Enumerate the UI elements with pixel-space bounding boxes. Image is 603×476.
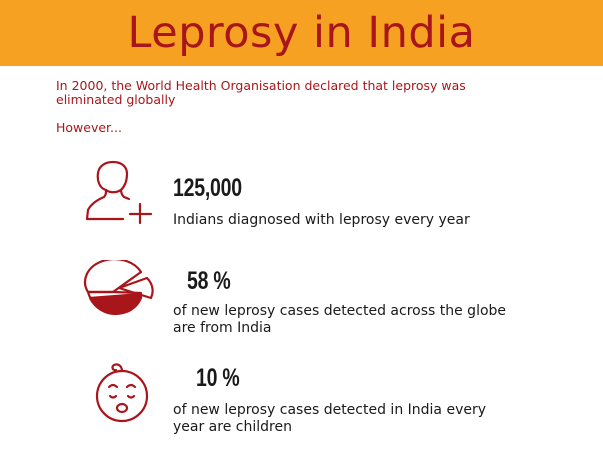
intro-text: In 2000, the World Health Organisation d… [56,78,466,107]
stat-value-diagnosed: 125,000 [173,174,242,202]
however-text: However... [56,120,122,135]
stat-desc-diagnosed: Indians diagnosed with leprosy every yea… [173,212,470,228]
page-title: Leprosy in India [127,8,476,58]
stat-value-children: 10 % [196,364,240,392]
stat-desc-children: of new leprosy cases detected in India e… [173,402,487,435]
header-banner: Leprosy in India [0,0,603,66]
pie-chart-icon [83,260,154,316]
stat-value-global: 58 % [187,267,231,295]
baby-face-icon [95,363,149,423]
stat-desc-global: of new leprosy cases detected across the… [173,303,507,336]
person-plus-icon [85,160,153,225]
